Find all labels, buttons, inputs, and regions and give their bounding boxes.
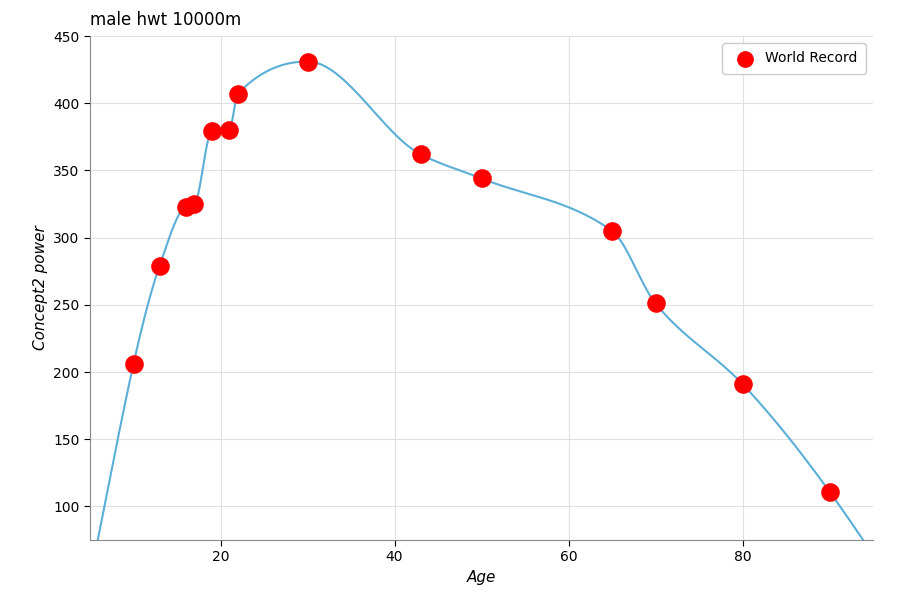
World Record (126, 359, 140, 369)
World Record (230, 89, 245, 98)
World Record (204, 127, 219, 136)
Y-axis label: Concept2 power: Concept2 power (32, 226, 48, 350)
Legend: World Record: World Record (723, 43, 866, 74)
World Record (823, 487, 837, 496)
Text: male hwt 10000m: male hwt 10000m (90, 11, 241, 29)
World Record (474, 173, 489, 183)
X-axis label: Age: Age (467, 570, 496, 585)
World Record (152, 261, 166, 271)
World Record (301, 57, 315, 67)
World Record (187, 199, 202, 209)
World Record (735, 379, 750, 389)
World Record (178, 202, 193, 211)
World Record (648, 299, 662, 308)
World Record (413, 149, 428, 159)
World Record (222, 125, 237, 135)
World Record (605, 226, 619, 236)
